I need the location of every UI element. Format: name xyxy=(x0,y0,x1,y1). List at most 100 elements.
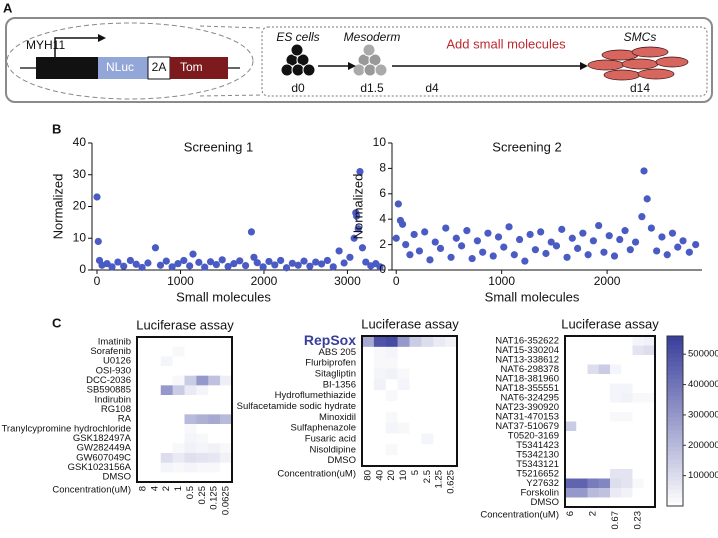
x-tick-label: 0 xyxy=(94,274,101,288)
point xyxy=(282,264,291,272)
point xyxy=(595,221,603,230)
point xyxy=(479,248,487,256)
heat-cell xyxy=(587,469,600,479)
heat-cell xyxy=(172,462,185,473)
stage-label: ES cells xyxy=(276,30,319,44)
heat-cell xyxy=(610,488,622,498)
point xyxy=(643,195,651,203)
point xyxy=(132,260,140,268)
heat-cell xyxy=(208,346,221,357)
heat-cell xyxy=(373,357,387,369)
point xyxy=(356,167,364,176)
heat-cell xyxy=(632,412,645,422)
heat-cell xyxy=(172,433,185,444)
heat-cell xyxy=(397,433,410,445)
heat-cell xyxy=(137,356,150,367)
heat-cell xyxy=(610,393,622,403)
heat-cell xyxy=(148,337,162,347)
heat-cell xyxy=(565,459,577,470)
heat-cell xyxy=(409,411,422,423)
heat-cell xyxy=(208,414,221,425)
heat-cell xyxy=(565,478,577,489)
x-tick-label: 2000 xyxy=(594,274,621,288)
row-label: Sorafenib xyxy=(90,346,131,357)
row-label: T5343121 xyxy=(516,459,559,470)
heat-cell xyxy=(598,402,611,413)
heat-cell xyxy=(137,453,150,463)
column-label: 20 xyxy=(386,470,397,481)
heat-cell xyxy=(621,497,633,508)
point xyxy=(647,224,655,232)
heat-cell xyxy=(220,385,233,396)
heat-cell xyxy=(433,379,446,391)
heat-cell xyxy=(137,424,150,434)
row-label: T0520-3169 xyxy=(508,430,559,441)
heat-cell xyxy=(433,336,446,348)
heat-cell xyxy=(409,401,422,413)
heat-cell xyxy=(632,393,645,403)
point xyxy=(162,257,170,265)
colorbar-step xyxy=(667,455,683,460)
point xyxy=(452,234,460,242)
heat-cell xyxy=(445,401,458,413)
row-label: DCC-2036 xyxy=(86,375,131,386)
point xyxy=(126,256,134,265)
heat-cell xyxy=(184,356,197,367)
heat-cell xyxy=(610,355,622,365)
heat-cell xyxy=(137,366,150,376)
heat-cell xyxy=(160,433,173,444)
point xyxy=(259,263,267,271)
protocol-frame xyxy=(261,26,708,97)
heat-cell xyxy=(445,368,458,380)
heat-cell xyxy=(576,421,588,432)
point xyxy=(584,251,592,259)
point xyxy=(631,238,640,246)
point xyxy=(473,237,482,245)
row-label: BI-1356 xyxy=(323,379,356,390)
column-label: 80 xyxy=(362,470,373,481)
heat-cell xyxy=(172,404,185,415)
point xyxy=(362,258,370,266)
heat-cell xyxy=(565,393,577,403)
heat-cell xyxy=(409,444,422,456)
y-tick-label: 10 xyxy=(373,135,387,149)
heat-cell xyxy=(610,364,622,375)
point xyxy=(300,257,308,265)
heat-cell xyxy=(220,472,233,483)
point xyxy=(294,261,302,269)
x-axis-label: Small molecules xyxy=(485,289,580,304)
heat-cell xyxy=(385,390,398,402)
heat-cell xyxy=(172,453,185,463)
heat-cell xyxy=(148,385,162,396)
point xyxy=(638,213,646,221)
heat-cell xyxy=(565,440,577,451)
point xyxy=(212,261,220,269)
heat-cell xyxy=(160,366,173,376)
row-label: RepSox xyxy=(304,332,356,348)
heat-cell xyxy=(385,411,398,423)
heat-cell xyxy=(565,383,577,394)
point xyxy=(579,229,587,237)
column-label: 0.25 xyxy=(197,486,208,505)
heat-cell xyxy=(576,336,588,346)
heat-cell xyxy=(362,336,375,348)
row-label: RG108 xyxy=(101,404,131,415)
row-label: T5216652 xyxy=(516,468,559,479)
point xyxy=(621,227,629,235)
heat-cell xyxy=(632,374,645,384)
y-tick-label: 0 xyxy=(379,262,386,276)
heat-cell xyxy=(137,472,150,483)
colorbar-step xyxy=(667,459,683,464)
heat-cell xyxy=(409,379,422,391)
heat-cell xyxy=(643,364,656,375)
heat-cell xyxy=(409,336,422,348)
heat-cell xyxy=(385,336,398,348)
point xyxy=(138,263,146,272)
row-label: NAT13-338612 xyxy=(495,354,559,365)
row-label: T5342130 xyxy=(516,449,559,460)
heat-cell xyxy=(137,443,150,454)
nluc-box xyxy=(98,57,148,79)
colorbar-step xyxy=(667,446,683,452)
heat-cell xyxy=(643,374,656,384)
heat-cell xyxy=(565,355,577,365)
